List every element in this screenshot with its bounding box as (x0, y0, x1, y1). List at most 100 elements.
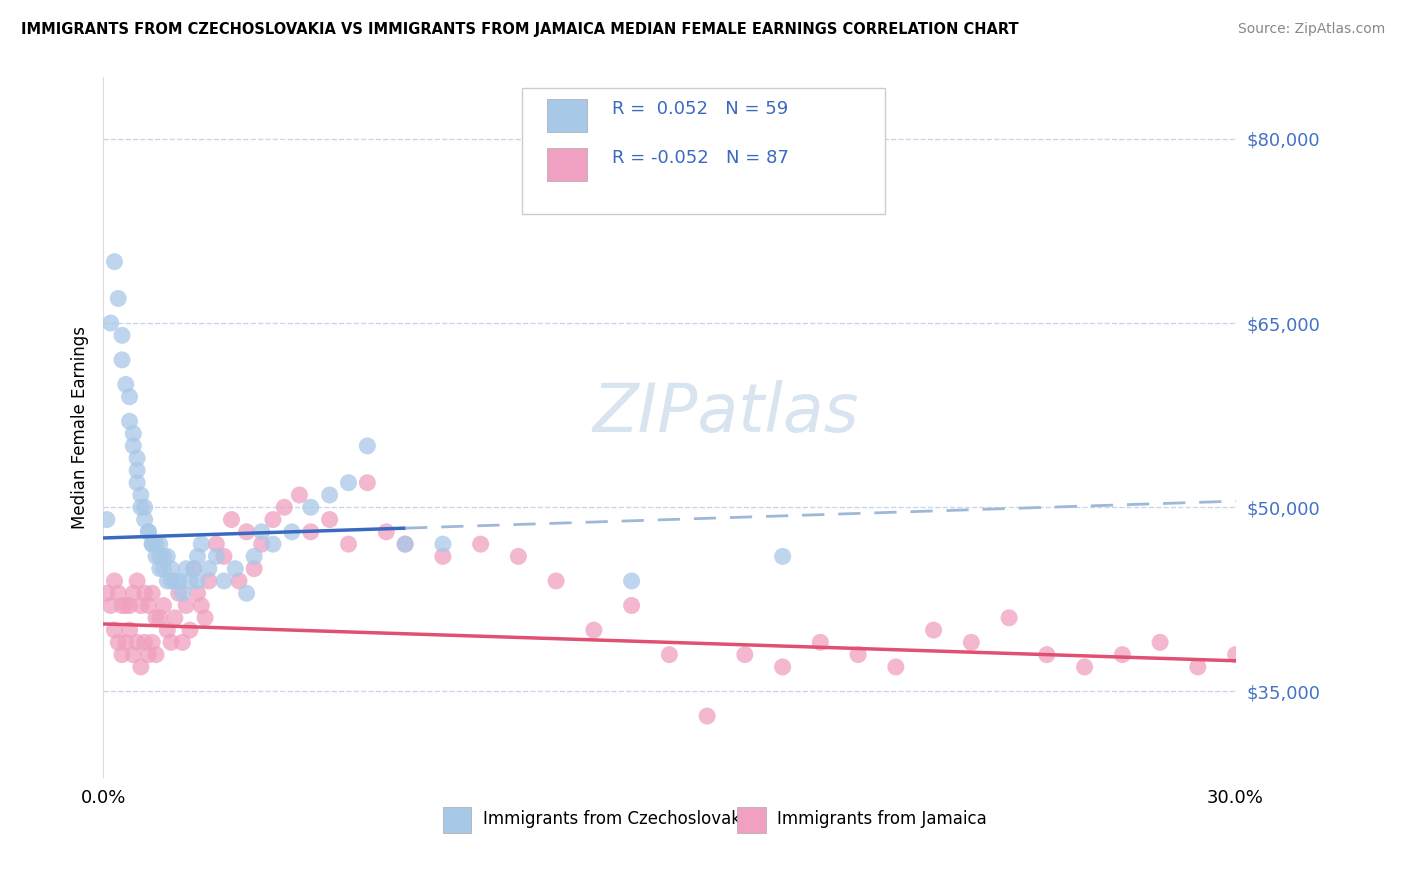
Point (1225, 648, 1247, 662)
Point (1187, 660, 1209, 674)
Text: Immigrants from Czechoslovakia: Immigrants from Czechoslovakia (482, 811, 755, 829)
Point (156, 623, 179, 637)
Point (183, 562, 205, 576)
Point (1073, 660, 1095, 674)
Point (118, 414, 141, 428)
Point (190, 599, 212, 613)
Point (884, 660, 907, 674)
Point (122, 648, 145, 662)
Point (212, 574, 235, 588)
Point (394, 537, 416, 551)
Point (103, 623, 125, 637)
Point (141, 537, 163, 551)
Point (149, 611, 172, 625)
Text: R = -0.052   N = 87: R = -0.052 N = 87 (612, 149, 789, 167)
Point (243, 549, 266, 564)
Point (141, 586, 163, 600)
Point (118, 623, 141, 637)
Point (1299, 635, 1322, 649)
Point (299, 524, 322, 539)
Point (205, 549, 228, 564)
Point (149, 549, 172, 564)
Point (111, 648, 134, 662)
FancyBboxPatch shape (737, 807, 766, 833)
Point (337, 475, 360, 490)
Point (127, 475, 149, 490)
Point (100, 599, 122, 613)
Point (129, 488, 152, 502)
Point (205, 537, 228, 551)
Point (129, 660, 152, 674)
Point (1375, 648, 1398, 662)
Point (160, 635, 183, 649)
Point (107, 292, 129, 306)
Point (356, 475, 378, 490)
Point (152, 549, 174, 564)
Point (470, 537, 492, 551)
Point (190, 537, 212, 551)
Point (179, 623, 201, 637)
Y-axis label: Median Female Earnings: Median Female Earnings (72, 326, 89, 529)
Point (508, 549, 530, 564)
Point (250, 537, 273, 551)
Point (118, 599, 141, 613)
Text: ZIPatlas: ZIPatlas (593, 381, 859, 447)
Text: IMMIGRANTS FROM CZECHOSLOVAKIA VS IMMIGRANTS FROM JAMAICA MEDIAN FEMALE EARNINGS: IMMIGRANTS FROM CZECHOSLOVAKIA VS IMMIGR… (21, 22, 1019, 37)
Point (103, 254, 125, 268)
Point (111, 352, 134, 367)
Point (1111, 648, 1133, 662)
Point (107, 635, 129, 649)
Point (172, 635, 194, 649)
Point (134, 500, 156, 515)
Point (221, 512, 243, 526)
Point (114, 377, 136, 392)
Point (318, 512, 340, 526)
Point (145, 611, 167, 625)
Point (186, 549, 208, 564)
Point (160, 574, 183, 588)
Point (96, 586, 118, 600)
Point (134, 512, 156, 526)
Point (172, 586, 194, 600)
Point (134, 586, 156, 600)
Text: R =  0.052   N = 59: R = 0.052 N = 59 (612, 100, 787, 118)
Point (228, 574, 250, 588)
Point (145, 648, 167, 662)
Point (281, 524, 304, 539)
Point (772, 660, 794, 674)
Point (243, 562, 266, 576)
Point (127, 463, 149, 477)
Point (846, 648, 869, 662)
Point (922, 623, 945, 637)
Point (127, 451, 149, 466)
Point (174, 599, 197, 613)
Point (111, 599, 134, 613)
Point (141, 635, 163, 649)
Point (179, 574, 201, 588)
Point (356, 439, 378, 453)
Point (288, 488, 311, 502)
Point (998, 611, 1021, 625)
Point (198, 574, 221, 588)
Point (138, 524, 160, 539)
Point (432, 537, 454, 551)
Point (160, 562, 183, 576)
Point (262, 537, 284, 551)
Point (432, 549, 454, 564)
Point (163, 611, 186, 625)
FancyBboxPatch shape (547, 148, 586, 181)
Point (127, 635, 149, 649)
Point (235, 586, 257, 600)
Point (156, 549, 179, 564)
Point (262, 512, 284, 526)
Point (318, 488, 340, 502)
FancyBboxPatch shape (547, 99, 586, 132)
Point (118, 390, 141, 404)
Point (122, 586, 145, 600)
Point (183, 562, 205, 576)
Point (546, 574, 568, 588)
Point (186, 574, 208, 588)
Point (107, 586, 129, 600)
Point (174, 562, 197, 576)
Point (141, 537, 163, 551)
